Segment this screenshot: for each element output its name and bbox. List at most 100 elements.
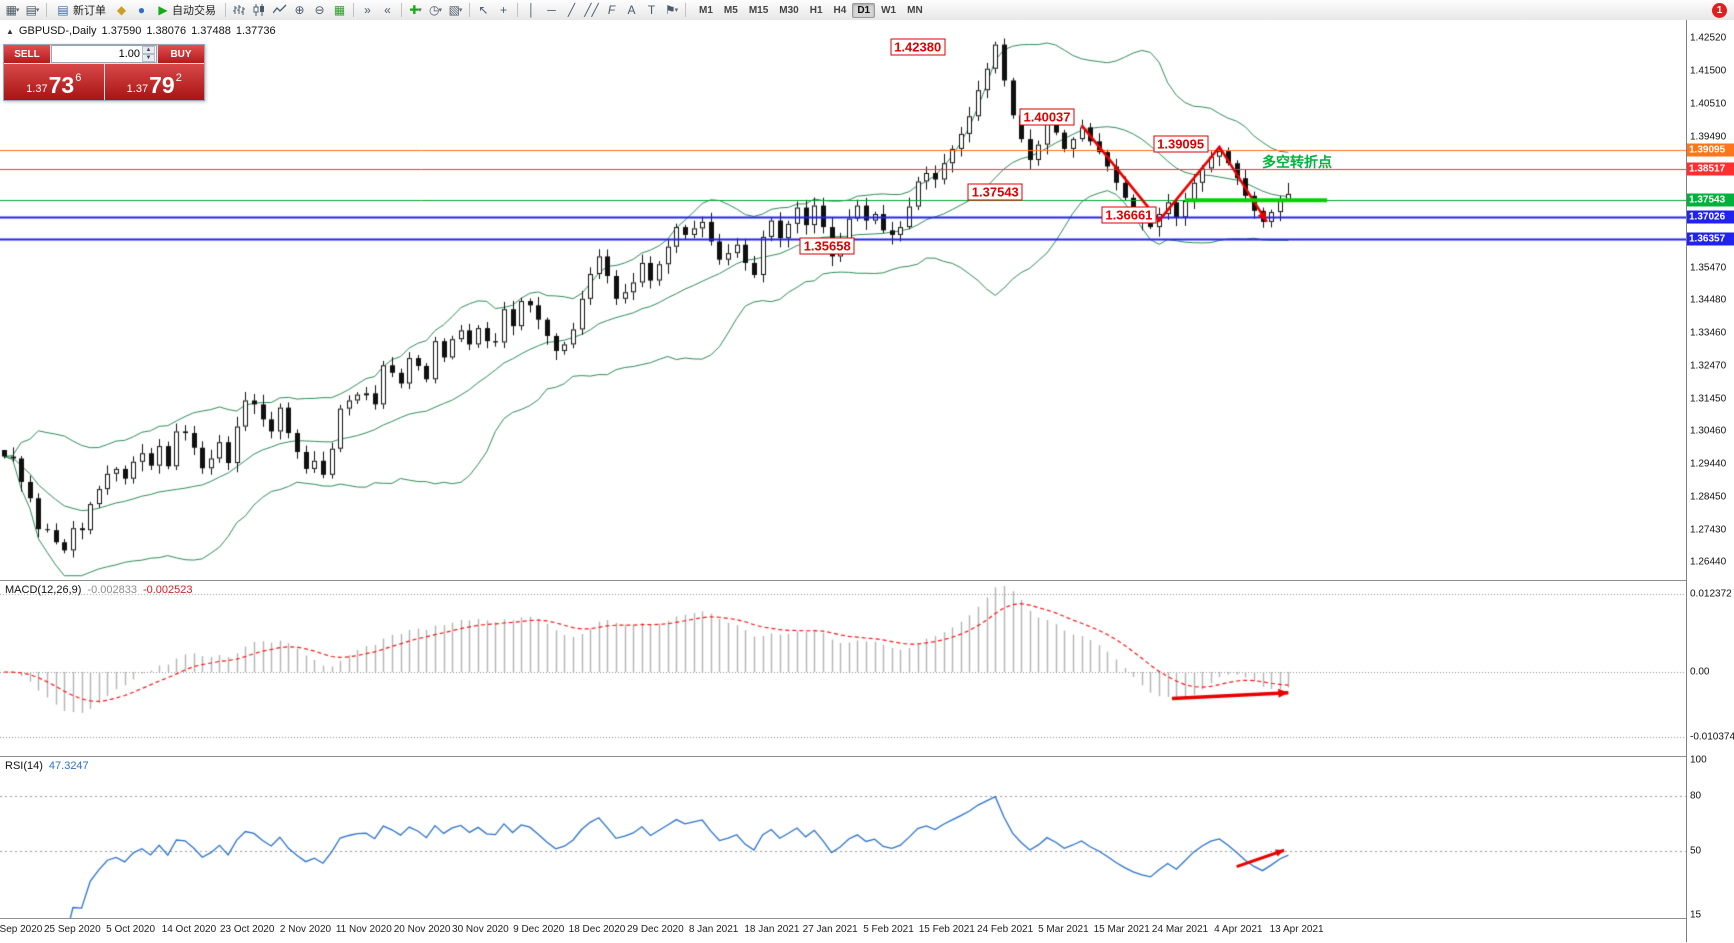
pane-separator[interactable] (0, 756, 1734, 757)
shapes-icon[interactable]: ⚑ ▾ (664, 3, 679, 17)
candlestick-chart-icon[interactable] (250, 2, 269, 18)
label-icon[interactable]: T (647, 3, 656, 17)
symbol-period-label: GBPUSD-,Daily (18, 25, 97, 37)
new-chart-icon[interactable]: ▦ ▾ (5, 3, 20, 17)
rsi-title: RSI(14) 47.3247 (5, 760, 89, 772)
new-order-button[interactable]: ▤ 新订单 (51, 2, 111, 18)
toolbar-separator (469, 3, 470, 17)
buy-tab[interactable]: BUY (158, 45, 204, 63)
notification-badge[interactable]: 1 (1712, 2, 1727, 18)
price-axis-highlight: 1.36357 (1687, 232, 1734, 246)
toolbar-separator (401, 3, 402, 17)
timeframe-button-h1[interactable]: H1 (809, 4, 823, 16)
trade-panel-collapse-icon[interactable]: ▲ (6, 26, 14, 36)
time-axis-label: 13 Apr 2021 (1269, 924, 1324, 935)
macd-name: MACD(12,26,9) (5, 584, 82, 596)
price-axis-label: 1.39490 (1690, 131, 1727, 143)
line-chart-icon[interactable] (270, 2, 289, 18)
time-axis-label: 25 Sep 2020 (43, 924, 101, 935)
timeframe-button-m1[interactable]: M1 (699, 4, 713, 16)
order-form-icon: ▤ (57, 3, 69, 17)
buy-price-big: 79 (149, 72, 175, 98)
indicators-icon[interactable]: ✚ ▾ (409, 3, 422, 17)
tile-windows-icon[interactable]: ▦ (333, 3, 346, 17)
toolbar-separator (517, 3, 518, 17)
macd-signal-value: -0.002523 (142, 584, 193, 596)
time-axis-label: 2 Nov 2020 (279, 924, 332, 935)
bar-chart-icon[interactable] (230, 2, 249, 18)
mql5-icon[interactable]: ◆ (116, 3, 127, 17)
periods-icon[interactable]: ◷ ▾ (429, 3, 442, 17)
chart-shift-icon[interactable]: « (384, 3, 391, 17)
autotrading-label: 自动交易 (172, 5, 216, 17)
rsi-axis-label: 50 (1690, 845, 1702, 857)
macd-pane-canvas[interactable] (0, 581, 1686, 757)
toolbar-separator (46, 3, 47, 17)
timeframe-button-m30[interactable]: M30 (779, 4, 799, 16)
horizontal-line-icon[interactable]: ─ (547, 3, 556, 17)
cursor-icon[interactable]: ↖ (478, 3, 489, 17)
vertical-line-icon[interactable]: │ (527, 3, 536, 17)
trendline-icon[interactable]: ╱ (567, 3, 576, 17)
fibonacci-icon[interactable]: F (607, 3, 616, 17)
channel-icon[interactable]: ╱╱ (584, 3, 599, 17)
macd-main-value: -0.002833 (87, 584, 137, 596)
buy-price-button[interactable]: 1.37 79 2 (104, 64, 204, 100)
templates-icon[interactable]: ▧ ▾ (448, 3, 463, 17)
sell-tab[interactable]: SELL (4, 45, 50, 63)
time-axis-label: 24 Feb 2021 (977, 924, 1034, 935)
turning-point-annotation: 多空转折点 (1262, 153, 1332, 170)
sell-price-small: 1.37 (26, 83, 48, 95)
timeframe-button-h4[interactable]: H4 (833, 4, 847, 16)
ohlc-header: ▲ GBPUSD-,Daily 1.37590 1.38076 1.37488 … (6, 25, 276, 37)
time-axis-label: 20 Nov 2020 (393, 924, 451, 935)
buy-price-small: 1.37 (126, 83, 149, 95)
pane-separator[interactable] (0, 580, 1734, 581)
volume-input[interactable] (52, 47, 156, 61)
spinner-down-icon[interactable]: ▼ (142, 54, 155, 62)
volume-spinner[interactable]: ▲ ▼ (142, 46, 155, 62)
zoom-in-icon[interactable]: ⊕ (294, 3, 305, 17)
zoom-out-icon[interactable]: ⊖ (314, 3, 325, 17)
time-axis-label: 24 Mar 2021 (1151, 924, 1209, 935)
timeframe-button-w1[interactable]: W1 (881, 4, 897, 16)
timeframe-button-mn[interactable]: MN (907, 4, 923, 16)
rsi-axis-label: 80 (1690, 790, 1702, 802)
time-axis-label: 5 Oct 2020 (106, 924, 156, 935)
price-axis-label: 1.40510 (1690, 98, 1727, 110)
rsi-value: 47.3247 (48, 760, 89, 772)
price-axis-highlight: 1.37026 (1687, 210, 1734, 224)
sell-price-button[interactable]: 1.37 73 6 (4, 64, 104, 100)
time-axis-label: 15 Feb 2021 (918, 924, 975, 935)
price-axis-label: 1.42520 (1690, 32, 1727, 44)
crosshair-icon[interactable]: + (499, 3, 507, 17)
spinner-up-icon[interactable]: ▲ (142, 46, 155, 54)
timeframe-button-m15[interactable]: M15 (748, 4, 769, 16)
macd-axis-label: -0.010374 (1690, 731, 1734, 743)
time-axis-label: 14 Oct 2020 (161, 924, 217, 935)
auto-scroll-icon[interactable]: » (364, 3, 371, 17)
text-icon[interactable]: A (627, 3, 636, 17)
chart-profiles-icon[interactable]: ▤ ▾ (25, 3, 40, 17)
chart-area: ▲ GBPUSD-,Daily 1.37590 1.38076 1.37488 … (0, 20, 1734, 943)
price-chart-canvas[interactable] (0, 20, 1686, 581)
timeframe-button-m5[interactable]: M5 (723, 4, 738, 16)
timeframe-button-d1[interactable]: D1 (852, 2, 876, 18)
price-axis[interactable]: 1.42520 1.41500 1.40510 1.39490 1.35470 1.344… (1686, 20, 1734, 942)
macd-title: MACD(12,26,9) -0.002833 -0.002523 (5, 584, 193, 596)
rsi-pane-canvas[interactable] (0, 757, 1686, 918)
autotrading-button[interactable]: ▶ 自动交易 (152, 2, 221, 18)
price-axis-label: 1.41500 (1690, 65, 1727, 77)
time-axis-label: 11 Nov 2020 (335, 924, 392, 935)
volume-field[interactable]: ▲▼ (51, 45, 157, 63)
autotrading-play-icon: ▶ (158, 3, 168, 17)
price-axis-label: 1.30460 (1690, 425, 1727, 437)
market-icon[interactable]: ● (137, 3, 146, 17)
time-axis-label: 29 Dec 2020 (626, 924, 684, 935)
timeframe-group: M1 M5 M15 M30 H1 H4 D1 W1 MN (694, 2, 928, 18)
time-axis-label: 30 Nov 2020 (452, 924, 509, 935)
time-axis-label: 5 Mar 2021 (1038, 924, 1089, 935)
time-axis-label: 18 Dec 2020 (568, 924, 626, 935)
time-axis-label: 9 Dec 2020 (513, 924, 565, 935)
